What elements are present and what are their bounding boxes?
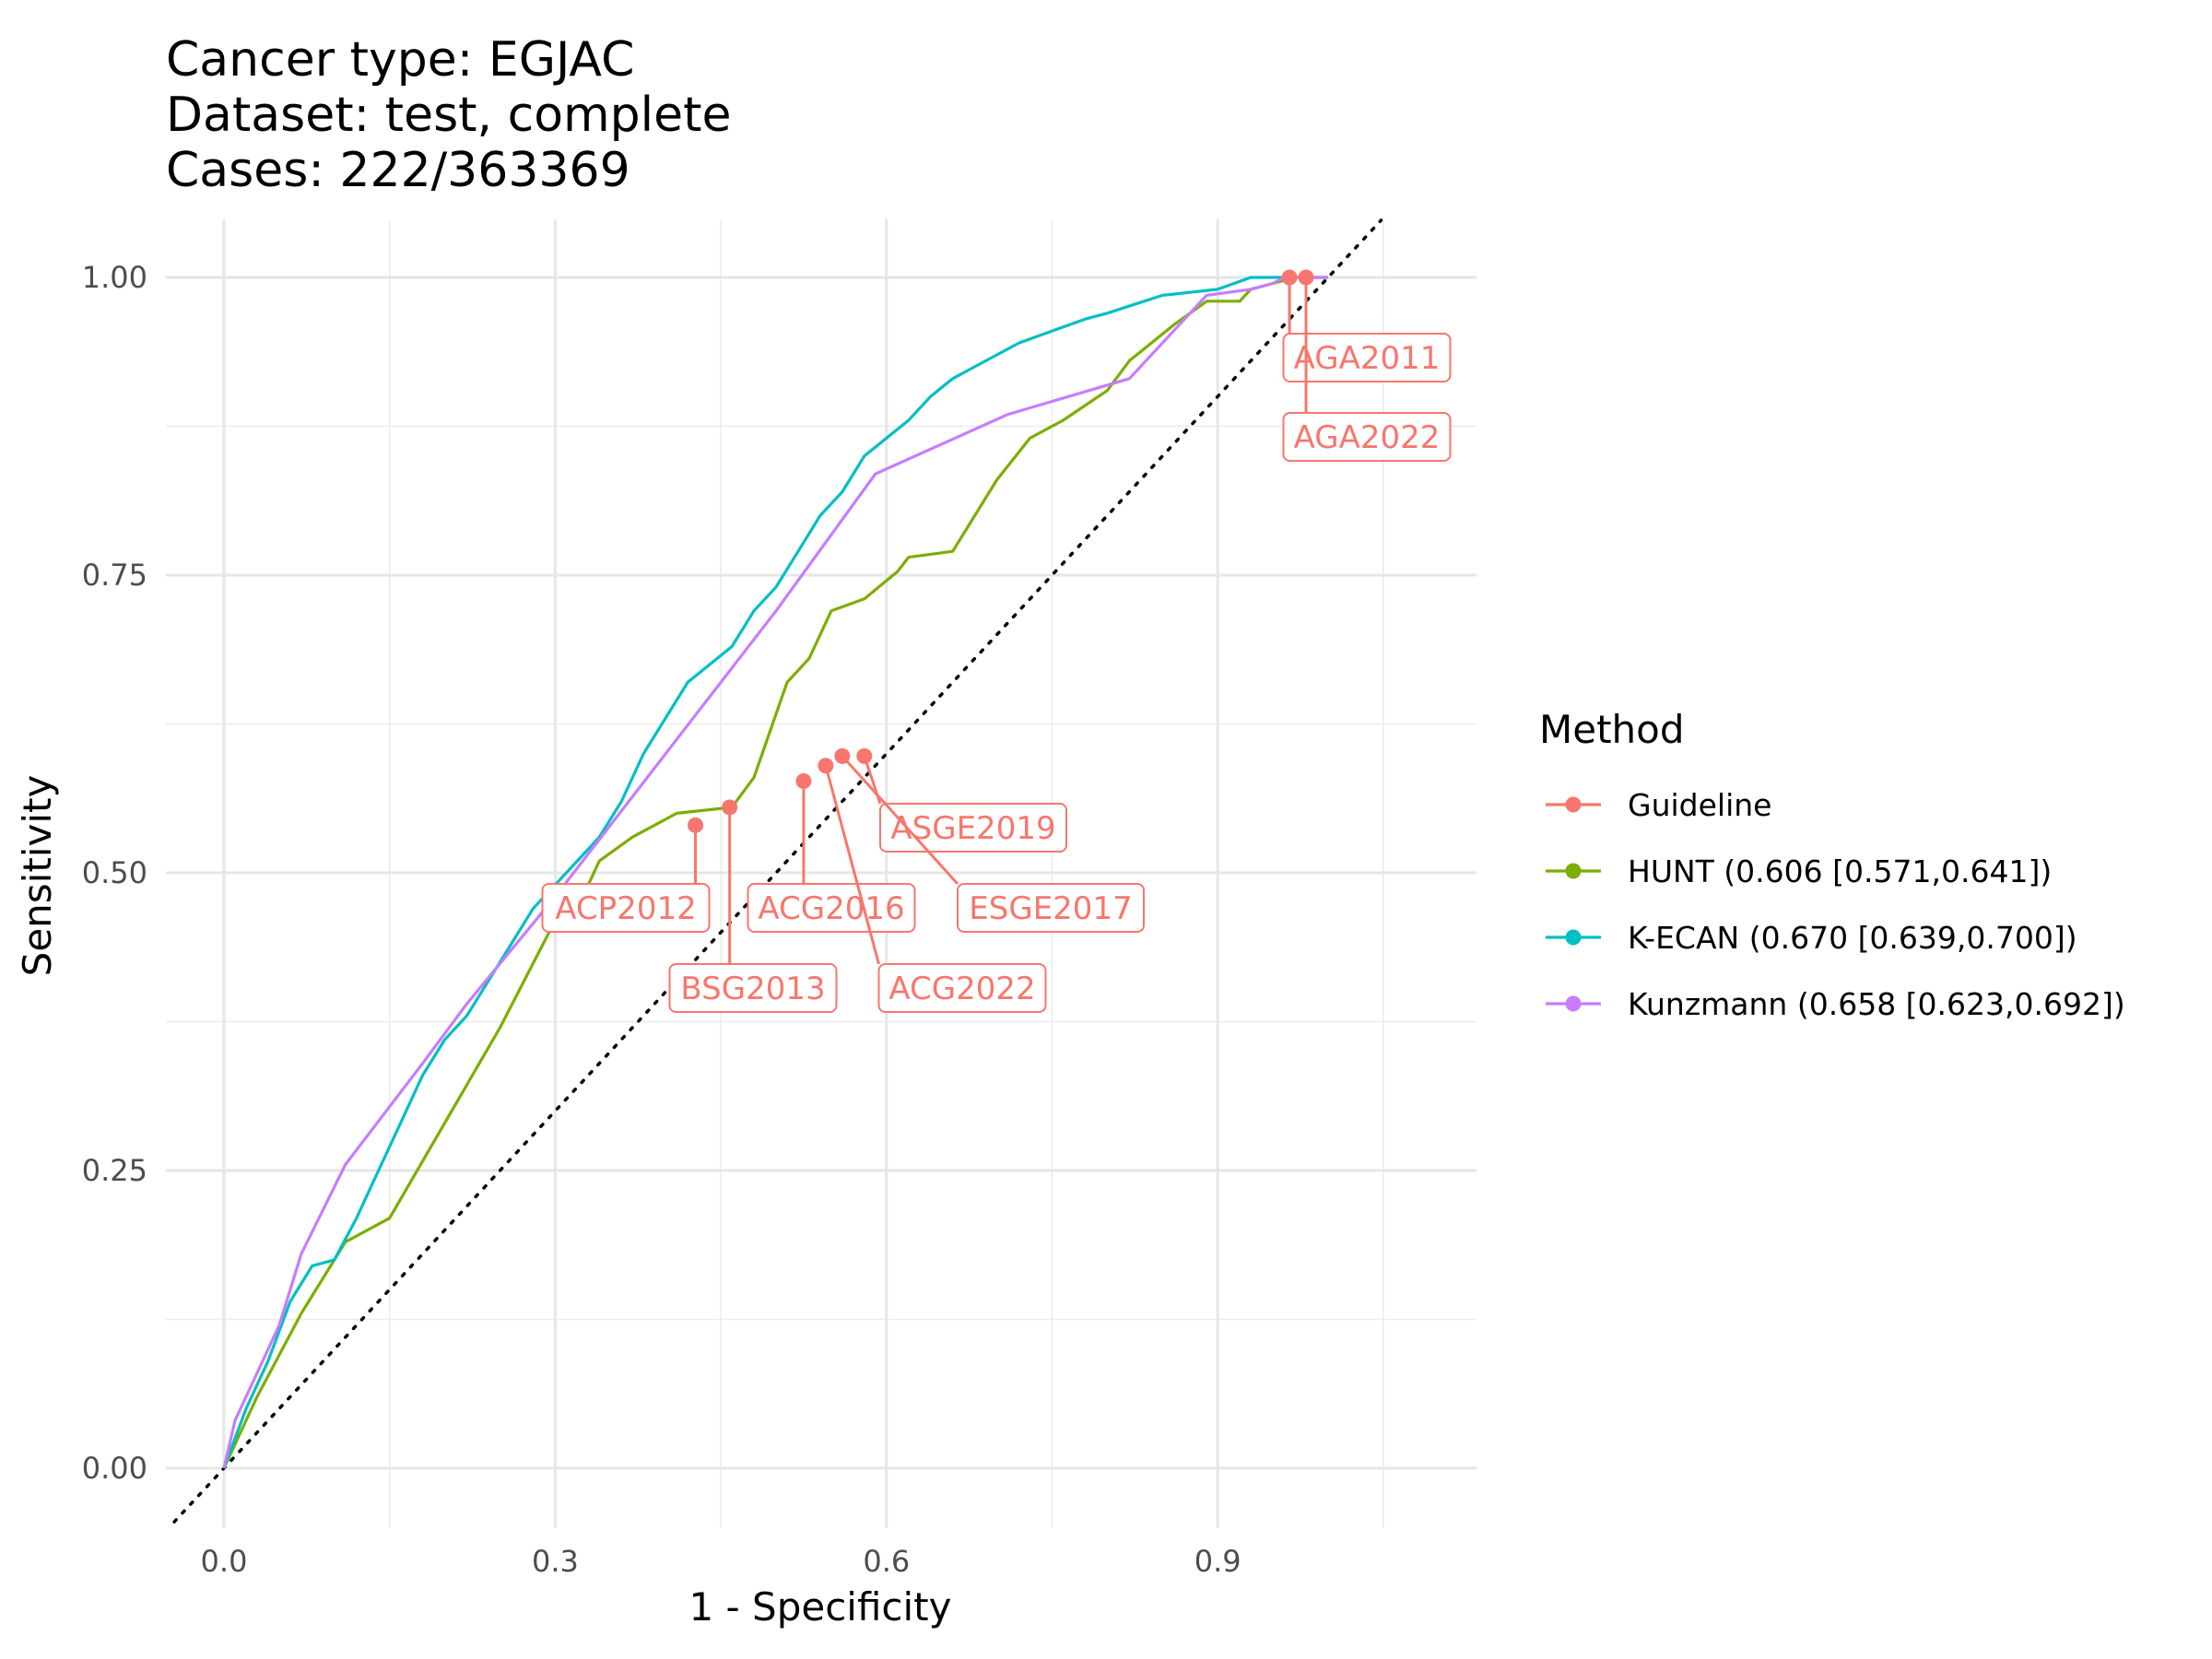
major-gridlines [166,219,1477,1528]
title-line-3: Cases: 222/363369 [166,143,630,198]
callout-box [1282,412,1452,462]
callout-label: AGA2022 [1294,419,1441,456]
series-lines [222,276,1328,1469]
callout-label: ACP2012 [555,890,696,927]
legend-key-dot [1565,863,1582,879]
title-line-2: Dataset: test, complete [166,88,732,143]
callout-box [877,963,1047,1013]
guideline-point [795,773,812,790]
chart-title: Cancer type: EGJAC Dataset: test, comple… [166,32,732,198]
legend-label: Kunzmann (0.658 [0.623,0.692]) [1628,986,2125,1022]
y-tick-label: 0.50 [82,855,147,890]
legend-label: HUNT (0.606 [0.571,0.641]) [1628,853,2052,889]
callout-label: ASGE2019 [890,810,1055,847]
callout-box [1282,333,1452,382]
y-tick-label: 0.75 [82,558,147,593]
y-tick-label: 0.25 [82,1153,147,1188]
legend-label: Guideline [1628,787,1771,823]
callout-connector [824,765,880,965]
callout-connector [841,755,959,886]
y-axis-ticks: 0.00 0.25 0.50 0.75 1.00 [82,260,147,1486]
legend-title: Method [1539,707,1685,752]
x-axis-title: 1 - Specificity [688,1584,951,1630]
x-tick-label: 0.0 [201,1544,248,1579]
callout-box [879,803,1067,853]
guideline-point [834,747,851,764]
callout-label: BSG2013 [680,971,825,1007]
title-line-1: Cancer type: EGJAC [166,32,634,88]
legend-key-dot [1565,929,1582,946]
x-tick-label: 0.3 [532,1544,579,1579]
legend-key-dot [1565,796,1582,813]
guideline-point [856,747,873,764]
callout-box [668,963,838,1013]
legend: Method Guideline HUNT (0.606 [0.571,0.641… [1539,707,2125,1022]
legend-key-dot [1565,995,1582,1012]
y-tick-label: 0.00 [82,1451,147,1486]
series-line [222,276,1328,1469]
callout-box [541,883,711,933]
guideline-point [722,799,738,816]
guideline-point [1281,269,1298,286]
guideline-callouts: AGA2011 AGA2022 ASGE2019 ESGE2017 ACG2016 ACG… [541,277,1452,1013]
guideline-point [818,758,834,774]
callout-box [957,883,1145,933]
x-tick-label: 0.9 [1194,1544,1241,1579]
callout-label: ACG2016 [758,890,904,927]
y-tick-label: 1.00 [82,260,147,295]
callout-label: ESGE2017 [969,890,1132,927]
legend-label: K-ECAN (0.670 [0.639,0.700]) [1628,920,2077,956]
reference-diagonal-line [172,218,1383,1524]
callout-box [747,883,916,933]
series-line [222,276,1328,1469]
legend-items: Guideline HUNT (0.606 [0.571,0.641]) K-ECA… [1546,787,2125,1022]
y-axis-title: Sensitivity [15,775,60,977]
series-line [222,276,1328,1469]
x-axis-ticks: 0.0 0.3 0.6 0.9 [201,1544,1241,1579]
guideline-point [1298,269,1314,286]
x-tick-label: 0.6 [863,1544,910,1579]
callout-label: ACG2022 [888,971,1035,1007]
guideline-point [688,817,704,833]
callout-label: AGA2011 [1294,340,1441,377]
guideline-points [688,269,1314,833]
